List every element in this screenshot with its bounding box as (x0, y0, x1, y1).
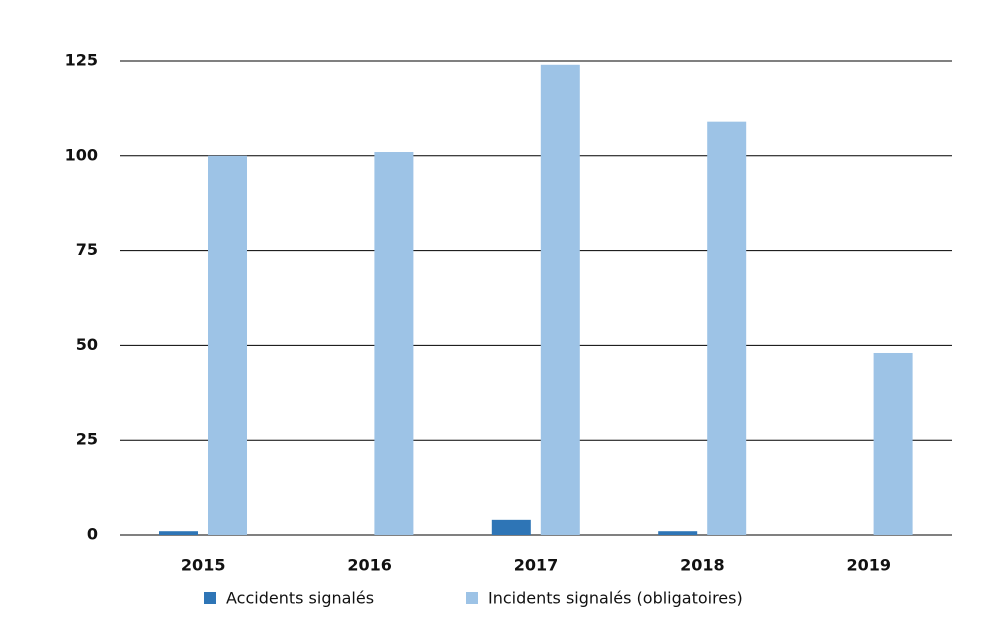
x-tick-label: 2016 (347, 556, 392, 575)
y-tick-label: 100 (65, 145, 98, 164)
x-tick-label: 2015 (181, 556, 226, 575)
x-tick-label: 2018 (680, 556, 725, 575)
legend-swatch (466, 592, 478, 604)
y-tick-label: 50 (76, 335, 98, 354)
bar (873, 352, 913, 535)
y-tick-label: 25 (76, 430, 98, 449)
bar (159, 531, 198, 535)
legend-swatch (204, 592, 216, 604)
bar (707, 121, 747, 535)
y-tick-label: 0 (87, 525, 98, 544)
bar (540, 64, 580, 536)
legend-label: Accidents signalés (226, 589, 374, 608)
x-tick-label: 2019 (847, 556, 892, 575)
bar (374, 152, 414, 535)
bar (208, 155, 247, 536)
y-tick-label: 125 (65, 51, 98, 70)
bar (491, 519, 531, 535)
legend-label: Incidents signalés (obligatoires) (488, 589, 743, 608)
y-tick-label: 75 (76, 240, 98, 259)
x-tick-label: 2017 (514, 556, 559, 575)
bar (658, 531, 698, 535)
